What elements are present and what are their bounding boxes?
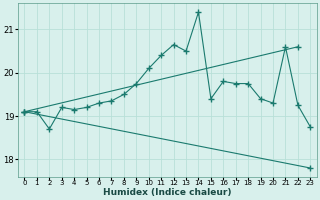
X-axis label: Humidex (Indice chaleur): Humidex (Indice chaleur) (103, 188, 232, 197)
